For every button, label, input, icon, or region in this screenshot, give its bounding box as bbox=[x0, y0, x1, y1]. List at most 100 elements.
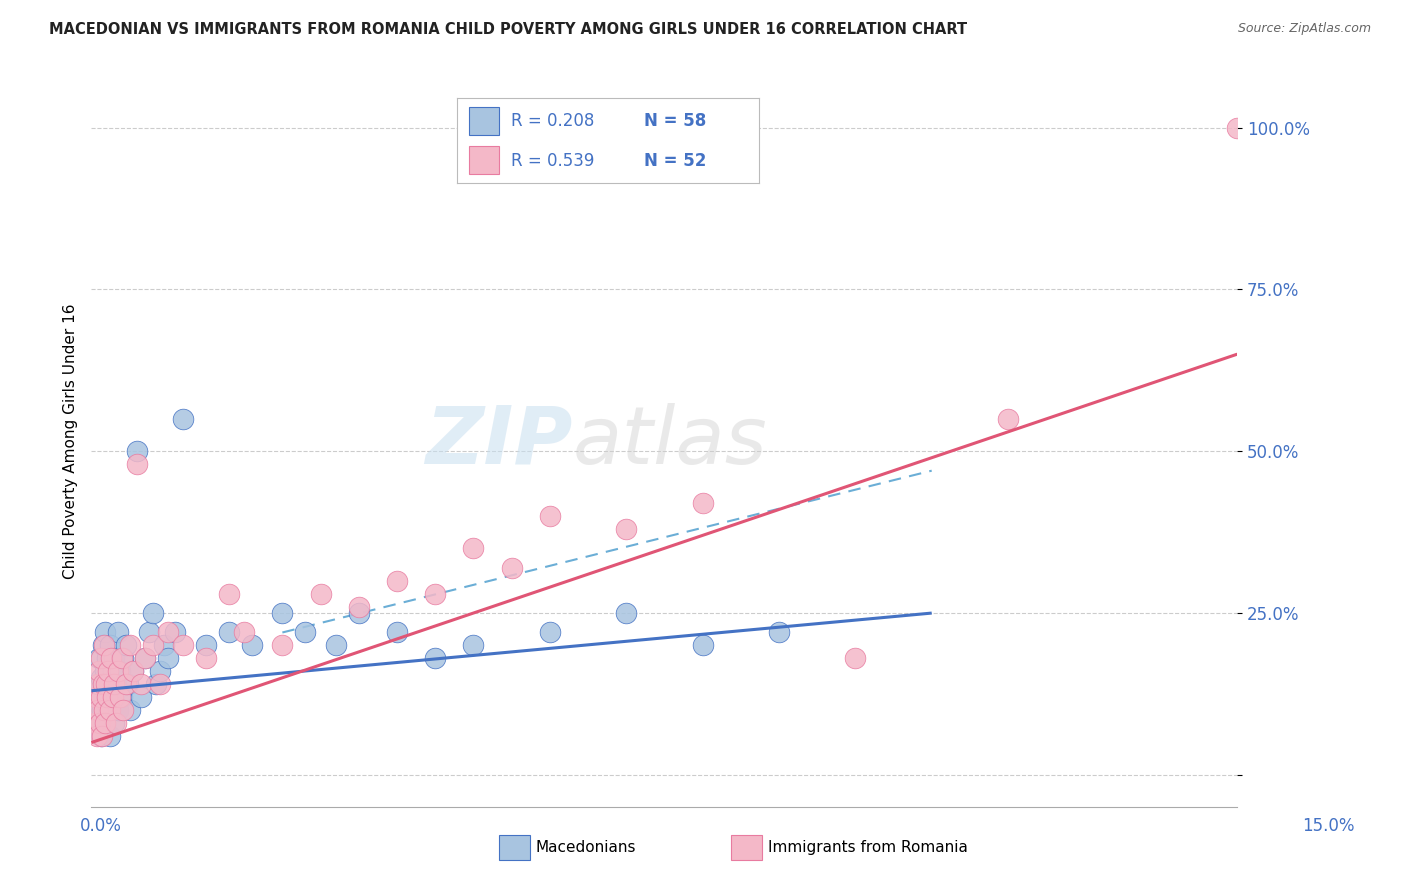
Point bbox=[84, 703, 107, 717]
Point bbox=[141, 639, 163, 653]
Point bbox=[463, 541, 485, 556]
Point bbox=[112, 703, 135, 717]
Point bbox=[153, 639, 176, 653]
Point bbox=[97, 665, 120, 679]
Point bbox=[309, 587, 332, 601]
Point bbox=[145, 677, 167, 691]
Point bbox=[325, 639, 347, 653]
Point bbox=[101, 690, 124, 705]
Text: 0.0%: 0.0% bbox=[80, 817, 122, 835]
Point bbox=[156, 651, 179, 665]
Point bbox=[156, 625, 179, 640]
Point bbox=[93, 716, 115, 731]
Point bbox=[692, 639, 714, 653]
Text: ZIP: ZIP bbox=[425, 402, 572, 481]
Text: R = 0.539: R = 0.539 bbox=[512, 152, 595, 169]
Point bbox=[107, 625, 129, 640]
Point bbox=[94, 677, 117, 691]
Point bbox=[122, 665, 145, 679]
Point bbox=[86, 677, 108, 691]
Point bbox=[129, 690, 152, 705]
Point bbox=[103, 716, 125, 731]
Point bbox=[91, 729, 114, 743]
Point bbox=[347, 599, 370, 614]
Point bbox=[100, 651, 122, 665]
Bar bbox=[470, 107, 499, 135]
Point bbox=[294, 625, 316, 640]
Point bbox=[138, 625, 160, 640]
Text: MACEDONIAN VS IMMIGRANTS FROM ROMANIA CHILD POVERTY AMONG GIRLS UNDER 16 CORRELA: MACEDONIAN VS IMMIGRANTS FROM ROMANIA CH… bbox=[49, 22, 967, 37]
Point bbox=[117, 677, 139, 691]
Point bbox=[101, 690, 124, 705]
Point bbox=[218, 587, 240, 601]
Point bbox=[87, 690, 110, 705]
Point bbox=[501, 561, 523, 575]
Point bbox=[94, 665, 117, 679]
Point bbox=[107, 703, 129, 717]
Point bbox=[149, 677, 172, 691]
Point bbox=[94, 716, 117, 731]
Point bbox=[538, 625, 561, 640]
Point bbox=[107, 665, 129, 679]
Point bbox=[385, 625, 408, 640]
Point bbox=[94, 690, 117, 705]
Point bbox=[94, 625, 117, 640]
Point bbox=[97, 703, 120, 717]
Point bbox=[89, 716, 111, 731]
Point bbox=[218, 625, 240, 640]
Point bbox=[112, 651, 135, 665]
Text: 15.0%: 15.0% bbox=[1302, 817, 1355, 835]
Point bbox=[114, 677, 136, 691]
Point bbox=[614, 522, 637, 536]
Point bbox=[127, 444, 149, 458]
Point bbox=[538, 508, 561, 523]
Text: N = 52: N = 52 bbox=[644, 152, 707, 169]
Point bbox=[122, 665, 145, 679]
Point bbox=[149, 665, 172, 679]
Point bbox=[93, 639, 115, 653]
Point bbox=[129, 677, 152, 691]
Point bbox=[103, 677, 125, 691]
Point bbox=[172, 412, 194, 426]
Point bbox=[768, 625, 790, 640]
Point bbox=[118, 703, 141, 717]
Point bbox=[96, 690, 118, 705]
Point bbox=[141, 606, 163, 620]
Text: N = 58: N = 58 bbox=[644, 112, 707, 130]
Point bbox=[240, 639, 263, 653]
Point bbox=[110, 665, 132, 679]
Bar bbox=[470, 146, 499, 175]
Point bbox=[111, 690, 134, 705]
Text: Source: ZipAtlas.com: Source: ZipAtlas.com bbox=[1237, 22, 1371, 36]
Point bbox=[194, 639, 217, 653]
Point bbox=[172, 639, 194, 653]
Point bbox=[692, 496, 714, 510]
Point bbox=[194, 651, 217, 665]
Point bbox=[90, 690, 112, 705]
Text: Macedonians: Macedonians bbox=[536, 840, 636, 855]
Point bbox=[127, 457, 149, 471]
Point bbox=[96, 651, 118, 665]
Point bbox=[93, 703, 115, 717]
Point bbox=[90, 651, 112, 665]
Text: atlas: atlas bbox=[572, 402, 768, 481]
Point bbox=[844, 651, 866, 665]
Point bbox=[134, 651, 156, 665]
Point bbox=[97, 677, 120, 691]
Point bbox=[98, 703, 121, 717]
Point bbox=[423, 651, 446, 665]
Point bbox=[385, 574, 408, 588]
Point bbox=[997, 412, 1019, 426]
Point bbox=[233, 625, 256, 640]
Point bbox=[90, 671, 112, 685]
Point bbox=[86, 716, 108, 731]
Text: R = 0.208: R = 0.208 bbox=[512, 112, 595, 130]
Point bbox=[90, 729, 112, 743]
Point bbox=[84, 690, 107, 705]
Point bbox=[134, 651, 156, 665]
Point bbox=[104, 677, 127, 691]
Point bbox=[100, 729, 122, 743]
Point bbox=[271, 639, 294, 653]
Point bbox=[86, 677, 108, 691]
Point bbox=[100, 639, 122, 653]
